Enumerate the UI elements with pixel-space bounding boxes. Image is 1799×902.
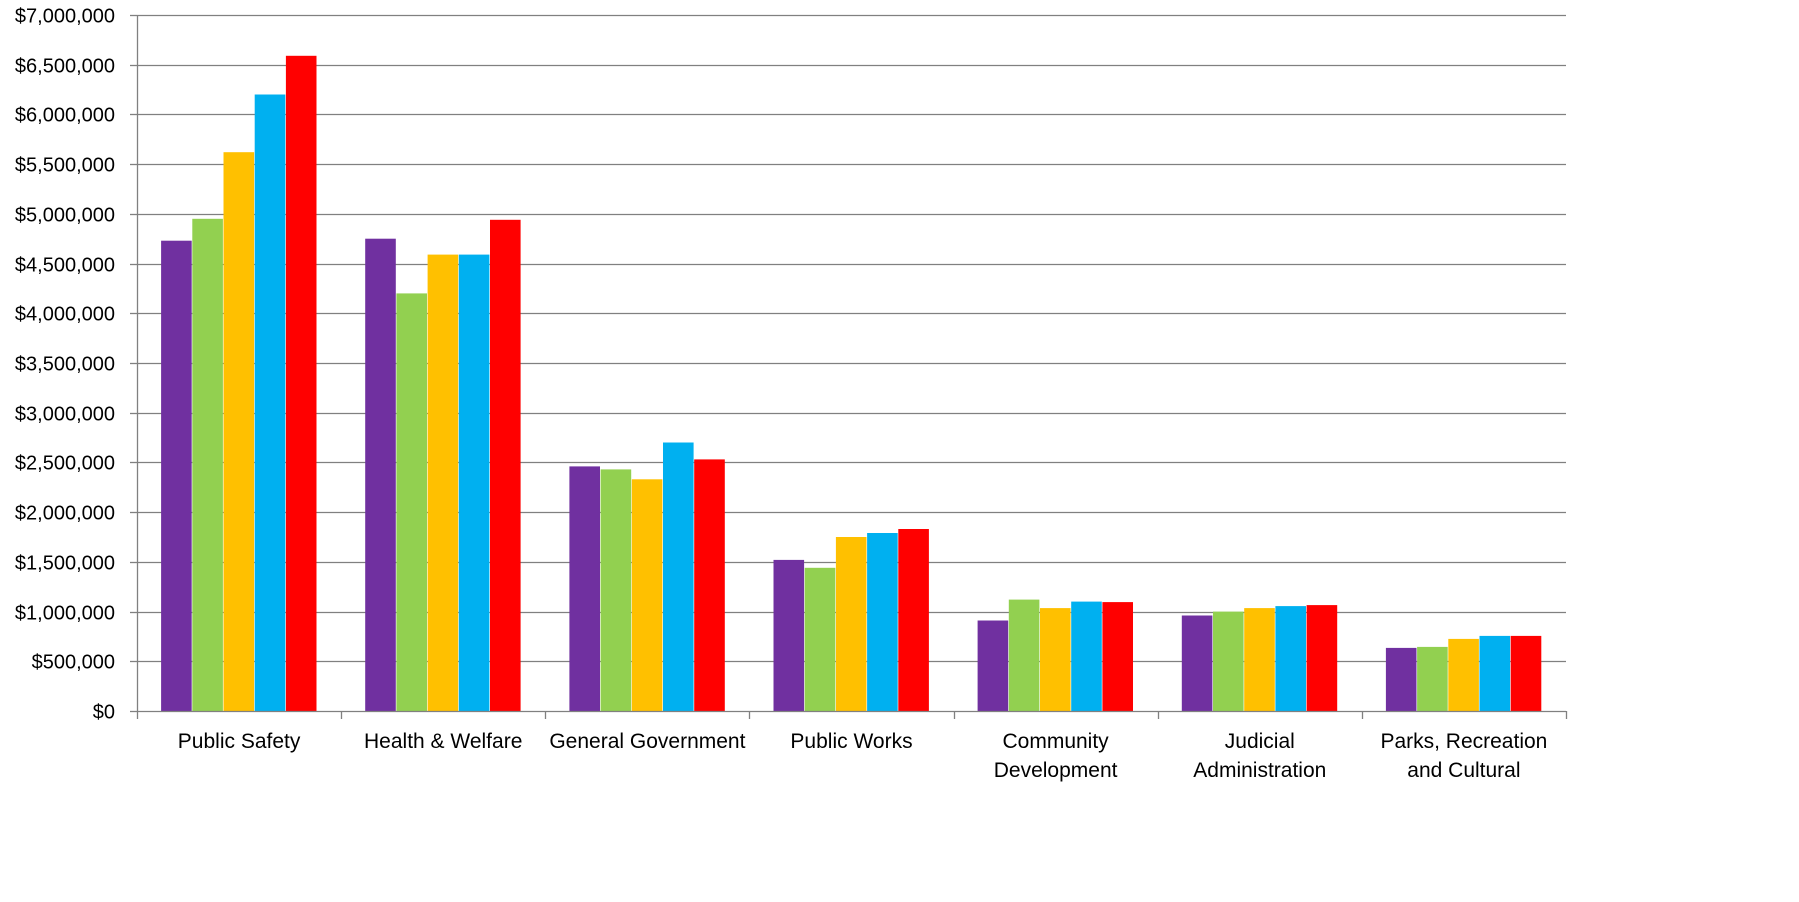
bar — [1479, 635, 1511, 711]
bar — [1213, 611, 1244, 711]
x-category-label: Parks, Recreation — [1380, 730, 1547, 753]
bar — [365, 238, 396, 711]
y-tick-label: $3,500,000 — [15, 354, 115, 376]
y-tick-label: $4,500,000 — [15, 255, 115, 277]
bar — [1306, 605, 1338, 711]
bar — [1071, 601, 1102, 711]
bar — [804, 567, 836, 711]
bar — [1385, 647, 1417, 711]
bar — [867, 533, 898, 711]
y-tick-label: $2,500,000 — [15, 453, 115, 475]
x-category-label: Health & Welfare — [364, 730, 522, 753]
bar — [663, 442, 694, 711]
bar — [1417, 646, 1448, 711]
bar — [396, 293, 427, 711]
x-category-label: and Cultural — [1407, 759, 1520, 782]
bar — [1102, 602, 1133, 711]
y-tick-label: $3,000,000 — [15, 404, 115, 426]
bar — [1181, 615, 1213, 711]
bar — [254, 94, 286, 711]
bar — [977, 620, 1009, 711]
bar — [490, 219, 521, 712]
bar — [427, 254, 459, 711]
x-category-label: Public Safety — [178, 730, 301, 753]
bar — [1008, 599, 1040, 711]
bar — [569, 466, 600, 711]
x-category-label: Public Works — [790, 730, 912, 753]
bar — [1510, 635, 1542, 711]
y-tick-label: $500,000 — [32, 652, 115, 674]
axes — [130, 14, 1568, 719]
y-tick-label: $2,000,000 — [15, 503, 115, 525]
bar — [1040, 608, 1071, 711]
x-category-label: Administration — [1193, 759, 1326, 782]
y-tick-label: $5,500,000 — [15, 155, 115, 177]
bar — [1448, 638, 1479, 711]
bar — [773, 559, 805, 711]
y-tick-label: $1,000,000 — [15, 603, 115, 625]
y-tick-label: $0 — [93, 702, 115, 724]
bar — [835, 537, 867, 711]
bar — [600, 469, 632, 711]
bar — [161, 240, 192, 711]
x-category-label: Judicial — [1225, 730, 1295, 753]
y-tick-label: $7,000,000 — [15, 6, 115, 28]
bar — [1244, 608, 1275, 711]
bar — [694, 459, 725, 711]
y-axis-tick-labels: $0 $500,000 $1,000,000 $1,500,000 $2,000,000… — [15, 6, 115, 724]
bar — [223, 152, 255, 711]
bar — [458, 254, 490, 711]
bar — [192, 218, 223, 712]
y-tick-label: $6,500,000 — [15, 56, 115, 78]
y-tick-label: $1,500,000 — [15, 553, 115, 575]
x-category-label: General Government — [549, 730, 745, 753]
bar — [1275, 606, 1306, 711]
bar — [285, 55, 317, 712]
x-category-label: Community — [1002, 730, 1109, 753]
x-category-label: Development — [994, 759, 1118, 782]
x-axis-category-labels: Public Safety Health & Welfare General Gov… — [178, 730, 1548, 782]
bars — [161, 55, 1542, 712]
y-tick-label: $6,000,000 — [15, 105, 115, 127]
y-tick-label: $4,000,000 — [15, 304, 115, 326]
y-tick-label: $5,000,000 — [15, 205, 115, 227]
bar — [631, 479, 663, 711]
bar — [898, 529, 929, 711]
